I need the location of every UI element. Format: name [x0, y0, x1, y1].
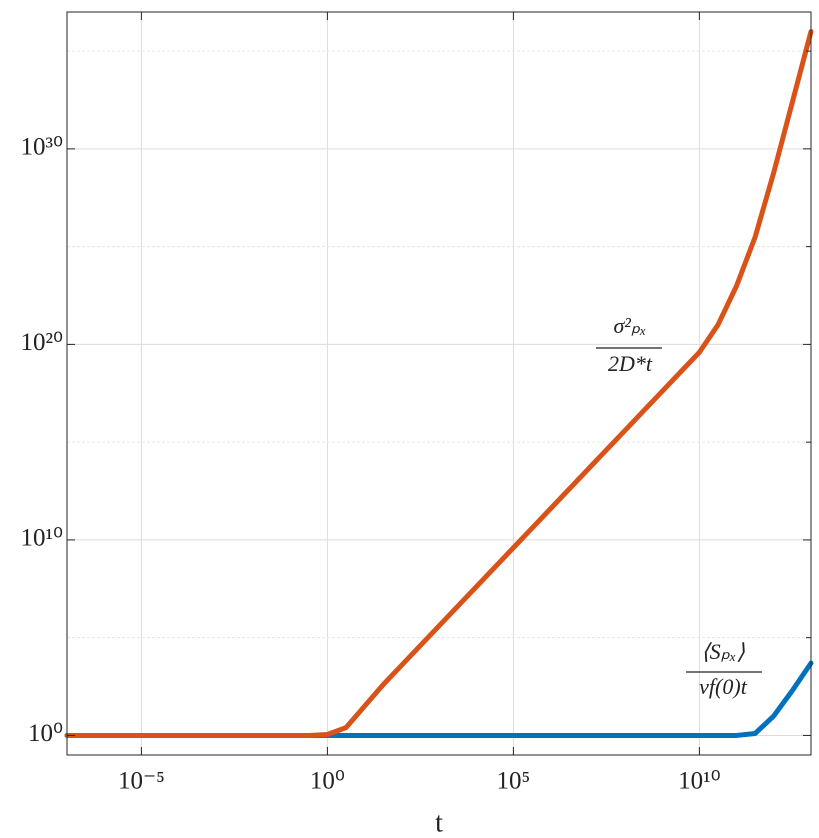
annotation-denominator: vf(0)t — [699, 674, 748, 699]
line-series — [64, 29, 814, 738]
x-tick-label: 10⁰ — [310, 768, 345, 795]
annotation-numerator: σ²ₚₓ — [613, 313, 646, 338]
annotation-numerator: ⟨Sₚₓ⟩ — [701, 639, 745, 664]
ticks: 10⁻⁵ 10⁰ 10⁵ 10¹⁰ 10⁰ 10¹⁰ 10²⁰ 10³⁰ — [20, 12, 811, 795]
y-tick-label: 10²⁰ — [20, 329, 63, 356]
line-series — [64, 660, 814, 738]
axes-box — [66, 11, 812, 756]
annotation-denominator: 2D*t — [608, 351, 653, 376]
y-tick-label: 10³⁰ — [20, 134, 63, 161]
annotation: σ²ₚₓ 2D*t — [596, 313, 662, 376]
x-tick-label: 10⁵ — [497, 768, 531, 795]
x-tick-label: 10¹⁰ — [678, 768, 721, 795]
y-tick-label: 10¹⁰ — [20, 525, 63, 552]
annotation: ⟨Sₚₓ⟩ vf(0)t — [686, 639, 762, 699]
lines — [64, 29, 814, 738]
x-tick-label: 10⁻⁵ — [118, 768, 165, 795]
y-tick-label: 10⁰ — [28, 720, 63, 747]
x-axis-label: t — [435, 807, 443, 838]
